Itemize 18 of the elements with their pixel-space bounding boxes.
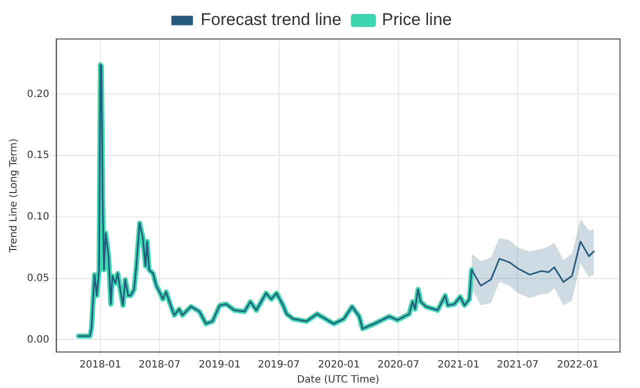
x-tick-label: 2019-01 [198,360,241,371]
x-tick-label: 2022-01 [556,360,599,371]
x-tick-label: 2019-07 [258,360,300,371]
legend-label: Forecast trend line [200,10,342,30]
x-tick-label: 2018-07 [138,360,180,371]
x-tick-label: 2020-07 [378,360,420,371]
x-tick-label: 2021-07 [496,360,539,371]
y-axis-title: Trend Line (Long Term) [8,138,20,254]
x-tick-label: 2021-01 [438,360,480,371]
x-tick-label: 2018-01 [79,360,122,371]
y-tick-label: 0.15 [27,150,50,162]
y-tick-label: 0.10 [27,212,50,223]
legend-label: Price line [382,10,452,30]
y-tick-label: 0.20 [27,88,50,100]
y-tick-label: 0.05 [27,272,50,284]
x-axis-title: Date (UTC Time) [296,374,380,386]
y-tick-label: 0.00 [27,334,50,346]
x-tick-label: 2020-01 [318,360,360,371]
